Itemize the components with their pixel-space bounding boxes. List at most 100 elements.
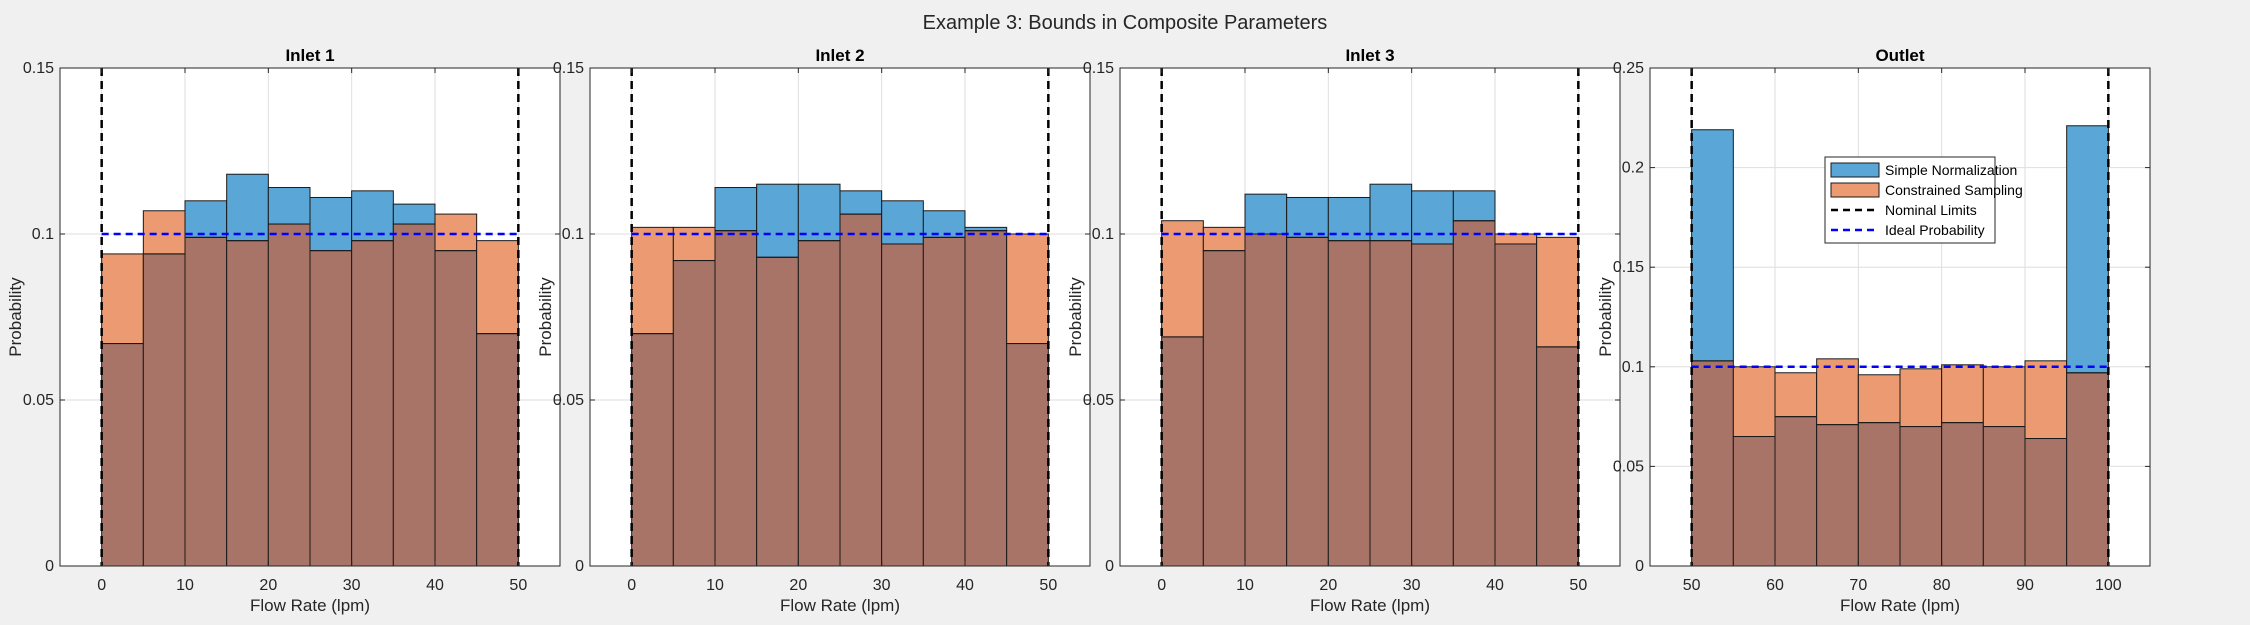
y-tick-label: 0.2 bbox=[1622, 160, 1644, 177]
overlap-bar bbox=[101, 343, 144, 567]
simple-normalization-bar bbox=[392, 203, 436, 225]
overlap-bar bbox=[309, 250, 353, 567]
constrained-sampling-bar bbox=[1006, 233, 1049, 345]
constrained-sampling-bar bbox=[1732, 366, 1776, 438]
constrained-sampling-bar bbox=[1941, 364, 1984, 424]
overlap-bar bbox=[1286, 236, 1329, 567]
legend-swatch-simple bbox=[1830, 162, 1880, 178]
y-tick-label: 0.15 bbox=[1083, 60, 1114, 77]
y-tick-label: 0.05 bbox=[23, 392, 54, 409]
y-axis-label: Probability bbox=[1596, 277, 1615, 357]
simple-normalization-bar bbox=[184, 200, 228, 238]
x-tick-label: 80 bbox=[1933, 577, 1951, 594]
x-tick-label: 10 bbox=[1236, 577, 1254, 594]
simple-normalization-bar bbox=[1411, 190, 1454, 245]
overlap-bar bbox=[922, 236, 966, 567]
chart-panel-1: 0 10 20 30 40 50 0 0.05 0.1 0.15 Inlet 1 Flow Rate … bbox=[6, 46, 561, 615]
y-tick-label: 0 bbox=[1105, 558, 1114, 575]
overlap-bar bbox=[2024, 438, 2068, 567]
simple-normalization-bar bbox=[756, 183, 799, 258]
legend-label-nominal: Nominal Limits bbox=[1885, 202, 1977, 218]
x-tick-label: 10 bbox=[176, 577, 194, 594]
figure-title: Example 3: Bounds in Composite Parameter… bbox=[923, 12, 1328, 34]
x-tick-label: 30 bbox=[343, 577, 361, 594]
overlap-bar bbox=[672, 260, 716, 567]
overlap-bar bbox=[2066, 372, 2109, 567]
overlap-bar bbox=[631, 333, 674, 567]
constrained-sampling-bar bbox=[672, 226, 716, 262]
legend-label-ideal: Ideal Probability bbox=[1885, 222, 1985, 238]
y-axis-label: Probability bbox=[6, 277, 25, 357]
constrained-sampling-bar bbox=[1161, 220, 1204, 338]
x-tick-label: 30 bbox=[873, 577, 891, 594]
overlap-bar bbox=[1982, 426, 2026, 567]
y-tick-label: 0 bbox=[575, 558, 584, 575]
constrained-sampling-bar bbox=[2024, 360, 2068, 440]
overlap-bar bbox=[392, 223, 436, 567]
simple-normalization-bar bbox=[714, 187, 758, 232]
simple-normalization-bar bbox=[1369, 183, 1413, 242]
simple-normalization-bar bbox=[2066, 125, 2109, 374]
constrained-sampling-bar bbox=[101, 253, 144, 345]
overlap-bar bbox=[434, 250, 478, 567]
overlap-bar bbox=[142, 253, 186, 567]
simple-normalization-bar bbox=[881, 200, 924, 245]
y-axis-label: Probability bbox=[1066, 277, 1085, 357]
constrained-sampling-bar bbox=[434, 213, 478, 252]
chart-title: Inlet 3 bbox=[1345, 46, 1394, 65]
overlap-bar bbox=[1691, 360, 1734, 567]
x-tick-label: 0 bbox=[97, 577, 106, 594]
overlap-bar bbox=[1006, 343, 1049, 567]
simple-normalization-bar bbox=[1286, 196, 1329, 238]
overlap-bar bbox=[1411, 243, 1454, 567]
overlap-bar bbox=[1494, 243, 1538, 567]
overlap-bar bbox=[1202, 250, 1246, 567]
overlap-bar bbox=[1899, 426, 1943, 567]
simple-normalization-bar bbox=[309, 196, 353, 252]
constrained-sampling-bar bbox=[1857, 374, 1901, 424]
constrained-sampling-bar bbox=[1494, 233, 1538, 245]
y-tick-label: 0.05 bbox=[1613, 458, 1644, 475]
overlap-bar bbox=[1161, 336, 1204, 567]
x-tick-label: 60 bbox=[1766, 577, 1784, 594]
chart-title: Inlet 1 bbox=[285, 46, 334, 65]
x-tick-label: 40 bbox=[426, 577, 444, 594]
y-tick-label: 0.25 bbox=[1613, 60, 1644, 77]
axes-box bbox=[1119, 67, 1621, 567]
x-tick-label: 70 bbox=[1849, 577, 1867, 594]
simple-normalization-bar bbox=[226, 173, 269, 242]
y-tick-label: 0.15 bbox=[23, 60, 54, 77]
constrained-sampling-bar bbox=[142, 210, 186, 255]
y-tick-label: 0.15 bbox=[1613, 259, 1644, 276]
overlap-bar bbox=[1369, 240, 1413, 567]
chart-title: Outlet bbox=[1875, 46, 1924, 65]
constrained-sampling-bar bbox=[1982, 366, 2026, 428]
x-axis-label: Flow Rate (lpm) bbox=[1840, 596, 1960, 615]
simple-normalization-bar bbox=[1452, 190, 1496, 222]
x-tick-label: 40 bbox=[1486, 577, 1504, 594]
constrained-sampling-bar bbox=[1774, 372, 1818, 418]
x-tick-label: 0 bbox=[627, 577, 636, 594]
constrained-sampling-bar bbox=[1899, 368, 1943, 428]
y-tick-label: 0.1 bbox=[1092, 226, 1114, 243]
x-axis-label: Flow Rate (lpm) bbox=[250, 596, 370, 615]
axes-box bbox=[59, 67, 561, 567]
chart-panel-4: 50 60 70 80 90 100 0 0.05 0.1 0.15 0.2 0.25 Outlet Fl… bbox=[1596, 46, 2151, 615]
y-tick-label: 0 bbox=[45, 558, 54, 575]
chart-panel-3: 0 10 20 30 40 50 0 0.05 0.1 0.15 Inlet 3 Flow Rate … bbox=[1066, 46, 1621, 615]
x-tick-label: 50 bbox=[1683, 577, 1701, 594]
overlap-bar bbox=[839, 213, 883, 567]
legend-label-constrained: Constrained Sampling bbox=[1885, 182, 2023, 198]
x-axis-label: Flow Rate (lpm) bbox=[780, 596, 900, 615]
simple-normalization-bar bbox=[797, 183, 841, 242]
y-tick-label: 0.05 bbox=[1083, 392, 1114, 409]
chart-title: Inlet 2 bbox=[815, 46, 864, 65]
y-tick-label: 0.1 bbox=[32, 226, 54, 243]
constrained-sampling-bar bbox=[1536, 236, 1579, 348]
y-tick-label: 0.1 bbox=[562, 226, 584, 243]
axes-box bbox=[589, 67, 1091, 567]
x-tick-label: 0 bbox=[1157, 577, 1166, 594]
overlap-bar bbox=[797, 240, 841, 567]
x-tick-label: 50 bbox=[1569, 577, 1587, 594]
